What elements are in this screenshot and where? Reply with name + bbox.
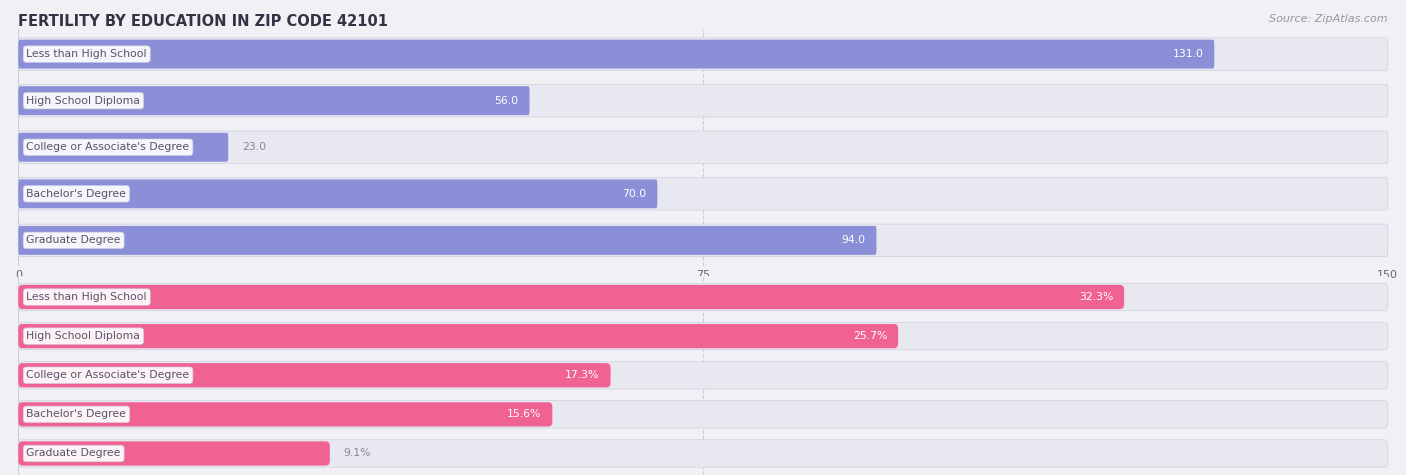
- FancyBboxPatch shape: [18, 38, 1388, 70]
- Text: College or Associate's Degree: College or Associate's Degree: [27, 370, 190, 380]
- Text: 9.1%: 9.1%: [343, 448, 371, 458]
- FancyBboxPatch shape: [18, 441, 330, 466]
- Text: High School Diploma: High School Diploma: [27, 331, 141, 341]
- FancyBboxPatch shape: [18, 440, 1388, 467]
- Text: 25.7%: 25.7%: [853, 331, 887, 341]
- FancyBboxPatch shape: [18, 363, 610, 388]
- FancyBboxPatch shape: [18, 323, 1388, 350]
- Text: 70.0: 70.0: [621, 189, 647, 199]
- Text: Less than High School: Less than High School: [27, 49, 148, 59]
- FancyBboxPatch shape: [18, 85, 1388, 117]
- Text: Source: ZipAtlas.com: Source: ZipAtlas.com: [1270, 14, 1388, 24]
- FancyBboxPatch shape: [18, 40, 1215, 68]
- Text: 94.0: 94.0: [841, 236, 866, 246]
- FancyBboxPatch shape: [18, 86, 530, 115]
- FancyBboxPatch shape: [18, 224, 1388, 256]
- Text: Graduate Degree: Graduate Degree: [27, 448, 121, 458]
- FancyBboxPatch shape: [18, 131, 1388, 163]
- FancyBboxPatch shape: [18, 401, 1388, 428]
- Text: Bachelor's Degree: Bachelor's Degree: [27, 189, 127, 199]
- Text: 23.0: 23.0: [242, 142, 266, 152]
- FancyBboxPatch shape: [18, 180, 658, 208]
- Text: 15.6%: 15.6%: [508, 409, 541, 419]
- FancyBboxPatch shape: [18, 324, 898, 348]
- Text: Less than High School: Less than High School: [27, 292, 148, 302]
- FancyBboxPatch shape: [18, 283, 1388, 311]
- FancyBboxPatch shape: [18, 226, 876, 255]
- Text: 131.0: 131.0: [1173, 49, 1204, 59]
- Text: Graduate Degree: Graduate Degree: [27, 236, 121, 246]
- FancyBboxPatch shape: [18, 178, 1388, 210]
- Text: College or Associate's Degree: College or Associate's Degree: [27, 142, 190, 152]
- FancyBboxPatch shape: [18, 402, 553, 427]
- Text: 17.3%: 17.3%: [565, 370, 599, 380]
- Text: High School Diploma: High School Diploma: [27, 95, 141, 105]
- Text: 56.0: 56.0: [495, 95, 519, 105]
- FancyBboxPatch shape: [18, 285, 1125, 309]
- FancyBboxPatch shape: [18, 361, 1388, 389]
- Text: FERTILITY BY EDUCATION IN ZIP CODE 42101: FERTILITY BY EDUCATION IN ZIP CODE 42101: [18, 14, 388, 29]
- Text: Bachelor's Degree: Bachelor's Degree: [27, 409, 127, 419]
- FancyBboxPatch shape: [18, 133, 228, 162]
- Text: 32.3%: 32.3%: [1078, 292, 1114, 302]
